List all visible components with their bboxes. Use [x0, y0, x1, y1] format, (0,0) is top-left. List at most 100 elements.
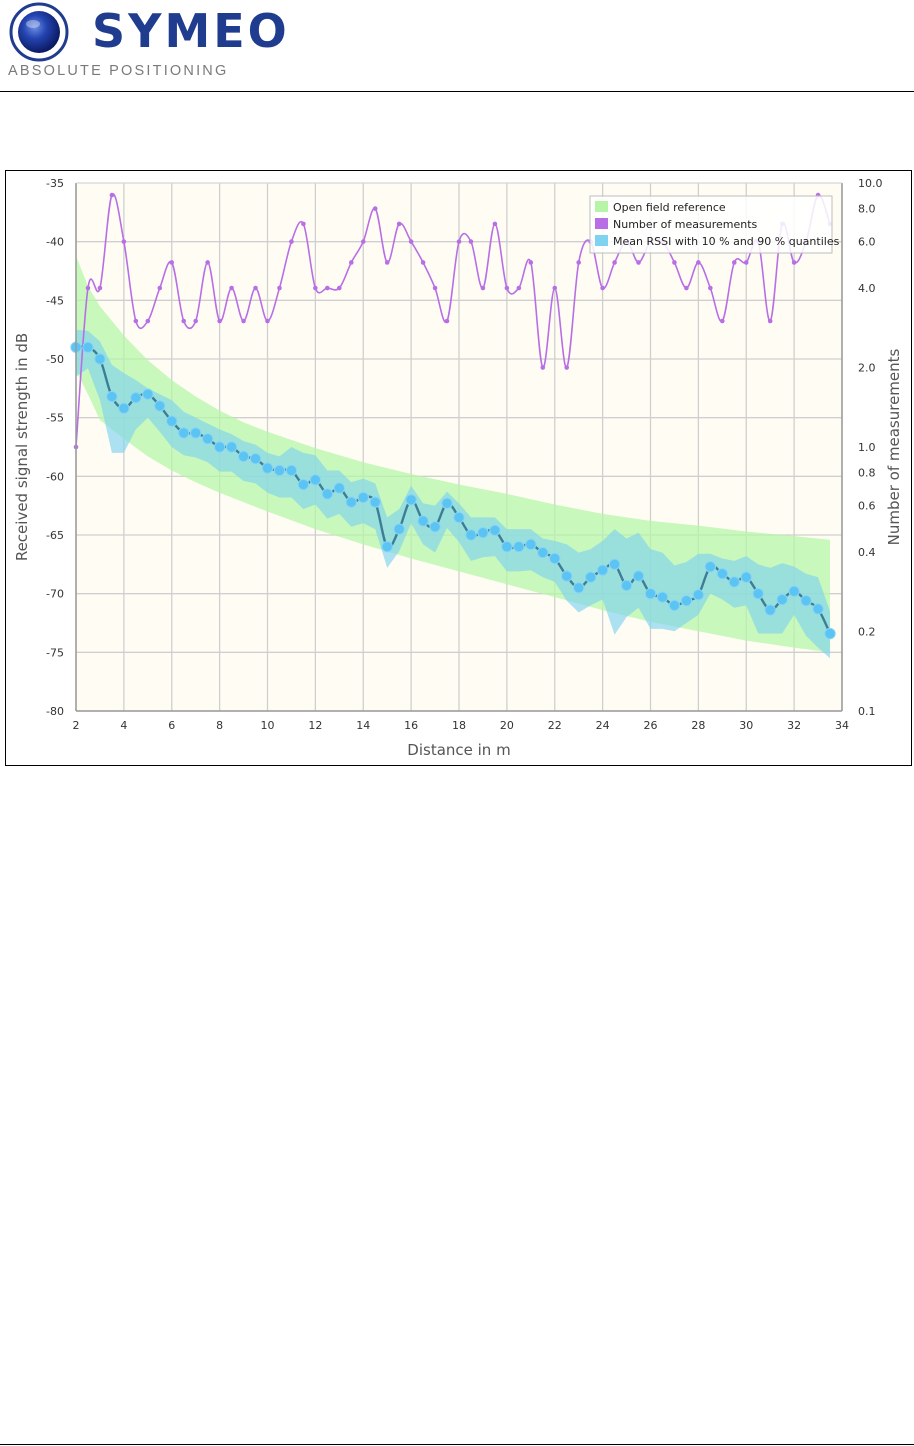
rssi-point: [596, 564, 609, 576]
measurement-point: [217, 318, 222, 324]
measurement-point: [720, 318, 725, 324]
rssi-point: [656, 591, 669, 603]
rssi-point: [237, 450, 250, 463]
measurement-point: [97, 285, 103, 291]
y2-tick-label: 0.6: [858, 500, 876, 513]
rssi-point: [668, 599, 681, 612]
rssi-point: [740, 571, 752, 583]
y2-tick-label: 4.0: [858, 282, 876, 295]
measurement-point: [600, 285, 605, 291]
y2-tick-label: 8.0: [858, 203, 876, 216]
x-tick-label: 30: [739, 719, 753, 732]
rssi-point: [106, 390, 118, 403]
rssi-point: [333, 482, 346, 494]
rssi-point: [225, 441, 238, 453]
rssi-point: [381, 541, 393, 553]
rssi-point: [261, 462, 274, 474]
measurement-point: [552, 285, 558, 291]
rssi-point: [704, 560, 717, 573]
y-tick-label: -75: [46, 646, 64, 659]
globe-logo-icon: [9, 2, 69, 62]
measurement-point: [696, 260, 701, 265]
y-tick-label: -55: [46, 412, 64, 425]
rssi-point: [94, 353, 106, 365]
measurement-point: [576, 260, 581, 265]
brand-name: SYMEO: [92, 4, 290, 58]
measurement-point: [121, 239, 127, 244]
y2-tick-label: 10.0: [858, 177, 883, 190]
rssi-point: [501, 541, 513, 553]
rssi-point: [572, 582, 585, 594]
measurement-point: [109, 192, 115, 198]
measurement-point: [301, 221, 306, 227]
measurement-point: [337, 285, 342, 291]
rssi-point: [273, 464, 286, 477]
chart-frame: 2 4 6 8 10 12 14 16 18 20 22 24 26 28 30 32 34 -35 -40 -45-…: [5, 170, 912, 766]
measurement-point: [432, 285, 438, 291]
rssi-point: [561, 570, 573, 582]
legend-swatch: [595, 235, 608, 246]
measurement-point: [612, 260, 617, 265]
legend: Open field reference Number of measuremen…: [589, 195, 840, 254]
y2-tick-label: 6.0: [858, 236, 876, 249]
x-tick-label: 4: [120, 719, 127, 732]
measurement-point: [360, 239, 366, 244]
measurement-point: [265, 318, 270, 324]
rssi-point: [513, 541, 525, 553]
measurement-point: [444, 318, 450, 324]
rssi-point: [812, 603, 824, 615]
measurement-point: [791, 260, 797, 265]
rssi-point: [644, 587, 657, 600]
measurement-point: [133, 318, 139, 324]
rssi-point: [453, 511, 465, 524]
x-axis-title: Distance in m: [407, 741, 510, 759]
measurement-point: [540, 365, 546, 370]
y-tick-label: -80: [46, 705, 64, 718]
measurement-point: [516, 285, 522, 291]
rssi-point: [213, 441, 226, 453]
measurement-point: [193, 318, 198, 324]
y-tick-label: -70: [46, 588, 64, 601]
rssi-point: [764, 604, 776, 616]
measurement-point: [289, 239, 294, 244]
y-tick-label: -35: [46, 177, 64, 190]
measurement-point: [277, 285, 282, 291]
measurement-point: [372, 206, 378, 211]
rssi-point: [549, 552, 561, 565]
rssi-point: [680, 595, 693, 607]
rssi-point: [154, 400, 166, 412]
rssi-point: [405, 494, 417, 506]
measurement-point: [85, 285, 91, 291]
measurement-point: [504, 285, 510, 291]
x-tick-label: 6: [168, 719, 175, 732]
rssi-point: [584, 571, 597, 583]
measurement-point: [636, 260, 641, 265]
x-tick-label: 10: [261, 719, 275, 732]
measurement-point: [492, 221, 498, 227]
rssi-point: [82, 341, 94, 353]
x-tick-label: 28: [691, 719, 705, 732]
measurement-point: [181, 318, 187, 324]
x-tick-label: 22: [548, 719, 562, 732]
rssi-point: [357, 491, 369, 504]
y-tick-label: -65: [46, 529, 64, 542]
y2-tick-label: 0.4: [858, 546, 876, 559]
rssi-point: [477, 526, 489, 539]
rssi-point: [178, 427, 190, 439]
rssi-point: [369, 496, 381, 508]
legend-label: Mean RSSI with 10 % and 90 % quantiles: [613, 235, 840, 248]
rssi-point: [118, 402, 130, 414]
rssi-chart: 2 4 6 8 10 12 14 16 18 20 22 24 26 28 30 32 34-35-40-45-…: [13, 177, 903, 759]
y2-tick-label: 2.0: [858, 362, 876, 375]
rssi-point: [824, 627, 836, 640]
measurement-point: [145, 318, 151, 324]
footer-divider: [0, 1444, 914, 1445]
rssi-point: [249, 453, 262, 465]
measurement-point: [325, 285, 330, 291]
measurement-point: [396, 221, 402, 227]
measurement-point: [313, 285, 318, 291]
rssi-point: [608, 558, 621, 571]
rssi-point: [716, 568, 729, 580]
legend-swatch: [595, 218, 608, 229]
measurement-point: [205, 260, 210, 265]
